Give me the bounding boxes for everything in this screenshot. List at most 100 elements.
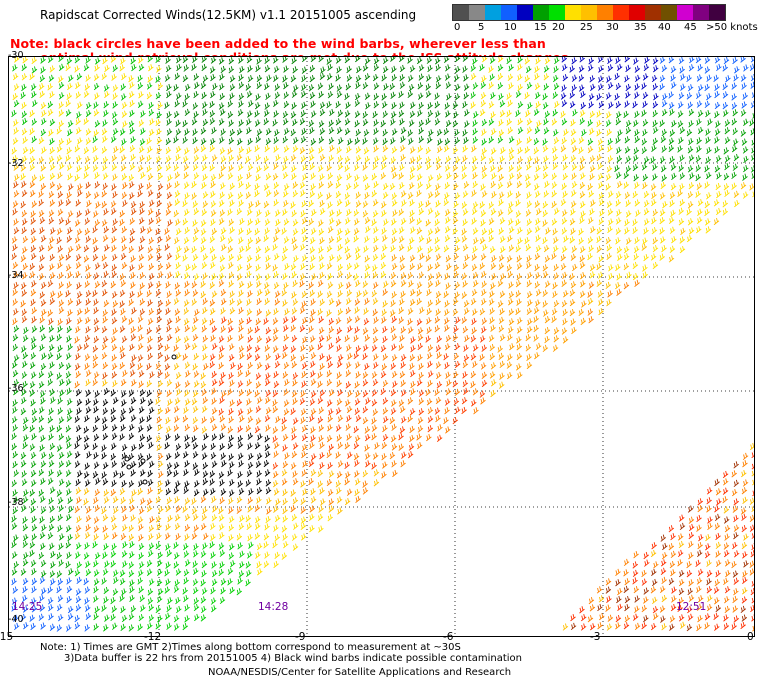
wind-barb [192, 586, 199, 595]
wind-barb [435, 75, 442, 83]
wind-barb [47, 280, 54, 288]
wind-barb [704, 83, 710, 92]
wind-barb [75, 487, 82, 495]
wind-barb [291, 335, 298, 343]
wind-barb [697, 568, 704, 576]
wind-barb [173, 461, 180, 470]
wind-barb [76, 407, 82, 415]
wind-barb [606, 128, 613, 137]
wind-barb [409, 156, 416, 164]
wind-barb [642, 264, 648, 272]
wind-barb [102, 432, 109, 441]
contamination-circle [124, 456, 130, 462]
wind-barb [552, 154, 559, 162]
wind-barb [452, 227, 458, 235]
wind-barb [302, 173, 308, 181]
wind-barb [257, 433, 263, 441]
wind-barb [184, 108, 191, 117]
wind-barb [193, 597, 200, 605]
wind-barb [317, 416, 324, 424]
wind-barb [236, 506, 243, 514]
wind-barb [139, 594, 146, 603]
wind-barb [308, 84, 315, 92]
wind-barb [65, 253, 72, 261]
wind-barb [751, 579, 754, 587]
wind-barb [265, 137, 272, 146]
wind-barb [578, 65, 585, 73]
wind-barb [526, 255, 532, 263]
wind-barb [39, 516, 45, 524]
wind-barb [83, 487, 90, 495]
wind-barb [57, 290, 63, 299]
wind-barb [598, 145, 604, 153]
wind-barb [578, 136, 585, 144]
wind-barb [481, 190, 488, 198]
wind-barb [326, 435, 333, 443]
wind-barb [85, 568, 92, 577]
wind-barb [300, 155, 307, 163]
wind-barb [696, 118, 702, 126]
wind-barb [193, 489, 200, 497]
wind-barb [291, 291, 297, 299]
wind-barb [715, 541, 722, 550]
wind-barb [578, 146, 584, 155]
wind-barb [58, 542, 64, 551]
wind-barb [11, 479, 18, 488]
wind-barb [256, 335, 263, 343]
wind-barb [173, 470, 179, 478]
wind-barb [12, 489, 18, 497]
wind-barb [12, 64, 18, 72]
wind-barb [13, 325, 20, 333]
wind-barb [102, 525, 108, 533]
wind-barb [67, 343, 73, 351]
wind-barb [579, 191, 586, 199]
wind-barb [275, 154, 281, 162]
wind-barb [652, 163, 658, 171]
wind-barb [21, 155, 28, 163]
wind-barb [66, 585, 73, 594]
wind-barb [661, 623, 667, 631]
wind-barb [83, 471, 90, 479]
wind-barb [65, 425, 72, 433]
wind-barb [93, 82, 100, 91]
wind-barb [272, 119, 278, 127]
wind-barb [443, 416, 449, 425]
wind-barb [517, 371, 523, 379]
wind-barb [94, 92, 100, 100]
wind-barb [174, 190, 181, 198]
wind-barb [174, 579, 180, 587]
wind-barb [326, 192, 332, 200]
wind-barb [390, 435, 397, 443]
wind-barb [391, 65, 397, 73]
wind-barb [93, 129, 99, 137]
wind-barb [56, 585, 62, 594]
wind-barb [122, 199, 128, 208]
wind-barb [92, 354, 99, 362]
wind-barb [103, 101, 109, 109]
wind-barb [391, 354, 398, 362]
wind-barb [587, 615, 594, 623]
wind-barb [328, 154, 334, 162]
wind-barb [22, 218, 28, 226]
wind-barb [239, 415, 245, 423]
wind-barb [327, 201, 333, 209]
wind-barb [651, 227, 658, 235]
wind-barb [256, 478, 262, 486]
wind-barb [552, 91, 559, 99]
wind-barb [66, 551, 72, 560]
wind-barb [272, 390, 279, 398]
wind-barb [68, 74, 74, 82]
wind-barb [275, 415, 281, 424]
wind-barb [580, 102, 587, 110]
wind-barb [407, 307, 414, 315]
wind-barb [309, 263, 315, 271]
wind-barb [56, 372, 62, 380]
wind-barb [580, 172, 586, 180]
wind-barb [642, 100, 648, 109]
wind-barb [246, 298, 252, 306]
wind-barb [427, 352, 433, 360]
wind-barb [652, 126, 659, 134]
wind-barb [562, 63, 568, 72]
wind-barb [624, 578, 630, 586]
wind-barb [254, 516, 261, 524]
